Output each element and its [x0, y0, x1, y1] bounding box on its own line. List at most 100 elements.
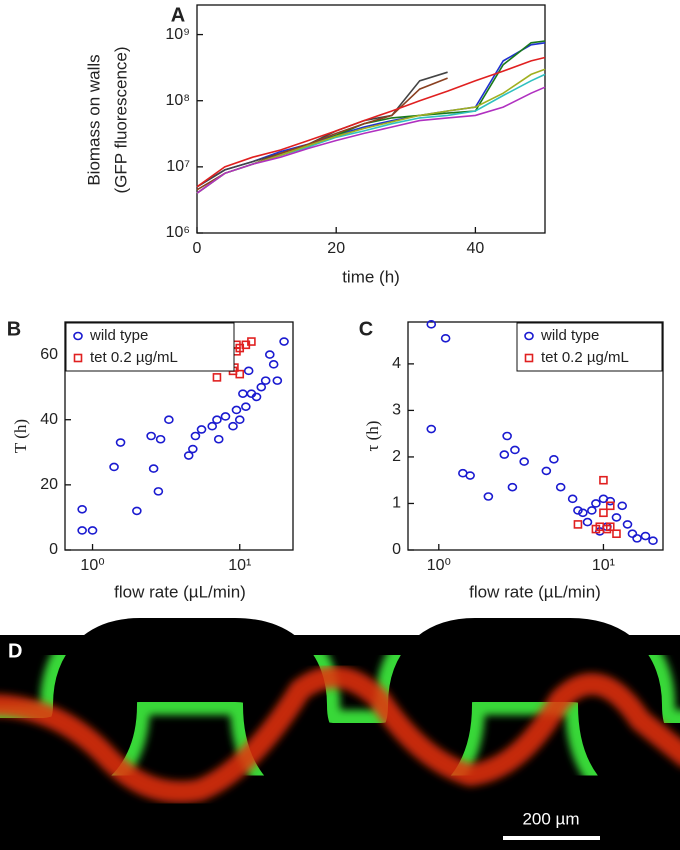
legend-marker	[73, 353, 83, 363]
panel-label: C	[359, 318, 373, 340]
point	[188, 444, 198, 454]
point	[622, 520, 633, 529]
plot-frame	[407, 321, 664, 551]
point	[640, 531, 651, 541]
legend-box	[516, 322, 663, 372]
chart: C 10⁰ 10¹ 0 1 2 3 4 flow rate (µL/min) τ (h) wild …	[359, 318, 664, 601]
point	[627, 529, 638, 539]
data-line	[196, 56, 546, 188]
scale-bar-label: 200 µm	[522, 809, 579, 828]
point	[541, 466, 552, 476]
point	[605, 501, 615, 511]
point	[228, 421, 238, 431]
point	[599, 508, 608, 518]
y-tick-label: 4	[392, 355, 401, 372]
y-tick-label: 40	[40, 411, 58, 428]
point	[212, 415, 222, 425]
point	[426, 320, 437, 329]
x-axis-label: flow rate (µL/min)	[114, 582, 246, 601]
chart: A 0 20 40 10⁶ 10⁷ 10⁸ 10⁹ time (h) Biomass on wal…	[84, 4, 546, 286]
point	[440, 333, 451, 343]
y-axis-label: Biomass on walls	[84, 54, 103, 185]
point	[573, 506, 583, 515]
point	[231, 405, 242, 415]
legend-marker	[73, 331, 83, 341]
point	[611, 513, 622, 522]
point	[567, 494, 578, 504]
point	[234, 415, 245, 425]
point	[77, 504, 87, 514]
point	[272, 376, 283, 385]
plot-frame	[64, 321, 294, 551]
y-tick-label: 1	[392, 495, 401, 512]
microscopy-panel: D 200 µm	[0, 605, 680, 850]
point	[519, 457, 529, 466]
legend: wild type tet 0.2 µg/mL	[65, 322, 235, 372]
legend-box	[65, 322, 235, 372]
legend-label: tet 0.2 µg/mL	[541, 349, 629, 366]
point	[510, 445, 520, 455]
legend-marker	[524, 353, 534, 363]
point	[612, 529, 621, 539]
point	[587, 506, 597, 515]
x-tick-label: 10⁰	[427, 557, 451, 574]
y-axis-label: τ (h)	[363, 421, 382, 452]
y-tick-label: 0	[49, 541, 58, 558]
point	[582, 517, 593, 527]
y-tick-label: 10⁸	[165, 92, 190, 109]
y-tick-label: 10⁹	[165, 26, 190, 43]
point	[578, 508, 588, 518]
legend-label: wild type	[89, 327, 148, 344]
legend-label: wild type	[540, 327, 599, 344]
x-tick-label: 10¹	[592, 557, 615, 574]
point	[465, 471, 475, 480]
y-tick-label: 3	[392, 402, 401, 419]
y-axis-label: T (h)	[11, 419, 30, 453]
point	[183, 451, 194, 460]
x-axis-label: time (h)	[342, 267, 400, 286]
bacteria-stream	[0, 666, 680, 803]
legend-marker	[524, 331, 534, 341]
point	[260, 376, 271, 385]
point	[148, 464, 159, 473]
x-tick-label: 10⁰	[80, 557, 104, 574]
point	[241, 402, 251, 411]
image-top-mask	[0, 635, 680, 655]
x-axis-label: flow rate (µL/min)	[469, 582, 601, 601]
legend-label: tet 0.2 µg/mL	[90, 349, 178, 366]
point	[213, 434, 224, 444]
point	[155, 434, 166, 444]
x-tick-label: 40	[467, 240, 485, 257]
point	[599, 475, 608, 485]
chart: B 10⁰ 10¹ 0 20 40 60 flow rate (µL/min) T (h) wil…	[7, 318, 294, 601]
point	[212, 373, 222, 382]
y-tick-label: 10⁷	[166, 158, 190, 175]
point	[549, 454, 559, 464]
data-line	[196, 86, 546, 194]
point	[268, 360, 279, 369]
x-tick-label: 20	[327, 240, 345, 257]
point	[507, 482, 518, 492]
point	[164, 415, 174, 425]
y-tick-label: 0	[392, 541, 401, 558]
point	[238, 389, 248, 398]
point	[555, 482, 566, 492]
point	[605, 496, 616, 506]
point	[648, 536, 658, 545]
data-line	[196, 71, 448, 188]
point	[502, 431, 512, 441]
point	[247, 337, 256, 346]
data-line	[196, 73, 546, 194]
point	[115, 438, 126, 447]
x-tick-label: 0	[193, 240, 202, 257]
point	[605, 522, 615, 532]
point	[483, 492, 494, 501]
point	[153, 487, 164, 496]
y-tick-label: 20	[40, 476, 58, 493]
point	[251, 392, 262, 402]
data-line	[196, 77, 448, 191]
point	[617, 501, 628, 511]
point	[591, 499, 601, 508]
point	[146, 431, 156, 441]
